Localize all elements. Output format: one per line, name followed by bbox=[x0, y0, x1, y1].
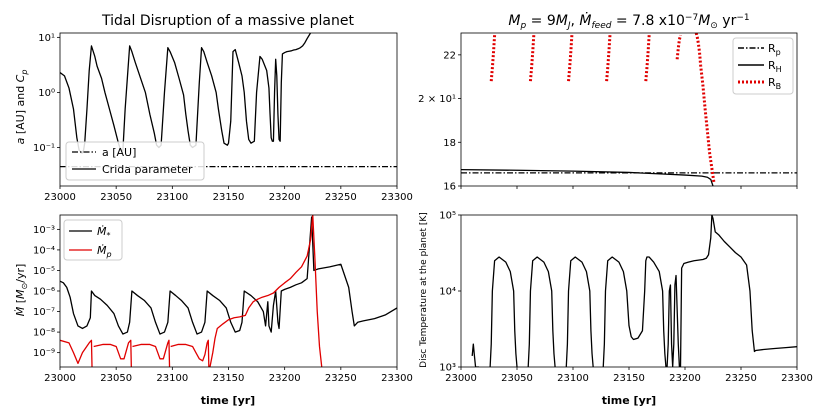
panel1-title: Tidal Disruption of a massive planet bbox=[101, 13, 354, 29]
y-tick-label: 10⁻⁵ bbox=[33, 266, 55, 277]
panel2-frame bbox=[460, 32, 798, 187]
panel-orbit-crida: Tidal Disruption of a massive planet a [… bbox=[14, 13, 413, 203]
panel-disc-temperature: Disc Temperature at the planet [K] time … bbox=[419, 211, 813, 408]
y-tick-label: 22 bbox=[443, 50, 456, 61]
panel3-xlabel: time [yr] bbox=[201, 394, 255, 407]
panel3-plot-area bbox=[60, 215, 397, 367]
panel3-frame bbox=[59, 214, 398, 368]
legend-label-mp: Ṁp bbox=[97, 244, 112, 259]
y-tick-label: 10⁻⁶ bbox=[33, 287, 55, 298]
y-tick-label: 10³ bbox=[439, 363, 456, 374]
x-tick-label: 23300 bbox=[781, 373, 813, 384]
legend-label-a: a [AU] bbox=[102, 146, 136, 159]
y-tick-label: 10⁻⁸ bbox=[33, 328, 55, 339]
panel4-ylabel: Disc Temperature at the planet [K] bbox=[419, 212, 429, 368]
panel3-x-ticks: 23000 23050 23100 23150 23200 23250 23300 bbox=[44, 367, 413, 384]
series-line-crida-parameter bbox=[60, 33, 312, 154]
x-tick-label: 23300 bbox=[381, 373, 413, 384]
x-tick-label: 23150 bbox=[213, 373, 245, 384]
x-tick-label: 23100 bbox=[156, 192, 188, 203]
panel4-plot-area bbox=[471, 215, 797, 367]
y-tick-label: 10⁻⁹ bbox=[33, 348, 55, 359]
x-tick-label: 23200 bbox=[669, 373, 701, 384]
y-tick-label: 10⁻¹ bbox=[33, 143, 55, 154]
panel3-y-ticks: 10⁻³ 10⁻⁴ 10⁻⁵ 10⁻⁶ 10⁻⁷ 10⁻⁸ 10⁻⁹ bbox=[33, 225, 60, 359]
x-tick-label: 23050 bbox=[501, 373, 533, 384]
panel4-frame bbox=[460, 214, 798, 368]
panel3-ylabel: Ṁ [M⊙/yr] bbox=[14, 264, 29, 317]
x-tick-label: 23100 bbox=[156, 373, 188, 384]
panel1-frame bbox=[59, 32, 398, 187]
panel-radii: Mp = 9MJ, Ṁfeed = 7.8 x10−7M⊙ yr−1 22 2 ×… bbox=[418, 11, 798, 193]
series-line--p bbox=[60, 215, 323, 367]
y-tick-label: 16 bbox=[443, 182, 456, 193]
legend-label-mstar: Ṁ* bbox=[97, 225, 111, 240]
y-tick-label: 10⁻⁷ bbox=[33, 307, 55, 318]
panel2-x-ticks bbox=[460, 186, 798, 189]
y-tick-label: 10⁻⁴ bbox=[33, 245, 55, 256]
x-tick-label: 23000 bbox=[44, 373, 76, 384]
panel2-y-ticks: 22 2 × 10¹ 18 16 bbox=[418, 50, 461, 193]
panel-accretion-rates: Ṁ [M⊙/yr] time [yr] 10⁻³ 10⁻⁴ 10⁻⁵ 10⁻⁶ 10⁻⁷… bbox=[14, 214, 413, 407]
panel1-plot-area bbox=[60, 33, 397, 168]
panel4-x-ticks: 23000 23050 23100 23150 23200 23250 23300 bbox=[445, 367, 813, 384]
series-line-disc-temperature bbox=[471, 215, 797, 367]
panel1-y-ticks: 10¹ 10⁰ 10⁻¹ bbox=[33, 33, 60, 154]
y-tick-label: 2 × 10¹ bbox=[418, 94, 456, 105]
y-tick-label: 10⁰ bbox=[38, 88, 55, 99]
y-tick-label: 10⁻³ bbox=[33, 225, 55, 236]
x-tick-label: 23150 bbox=[213, 192, 245, 203]
x-tick-label: 23000 bbox=[445, 373, 477, 384]
panel2-plot-area bbox=[461, 33, 797, 186]
x-tick-label: 23200 bbox=[269, 373, 301, 384]
x-tick-label: 23100 bbox=[557, 373, 589, 384]
series-line-- bbox=[60, 216, 397, 335]
panel1-legend: a [AU] Crida parameter bbox=[65, 141, 205, 181]
y-tick-label: 10⁵ bbox=[439, 211, 456, 222]
panel4-xlabel: time [yr] bbox=[602, 394, 656, 407]
x-tick-label: 23000 bbox=[44, 192, 76, 203]
x-tick-label: 23050 bbox=[100, 373, 132, 384]
x-tick-label: 23250 bbox=[325, 373, 357, 384]
panel3-legend: Ṁ* Ṁp bbox=[63, 219, 123, 261]
legend-label-crida: Crida parameter bbox=[102, 163, 193, 176]
x-tick-label: 23300 bbox=[381, 192, 413, 203]
x-tick-label: 23150 bbox=[613, 373, 645, 384]
panel4-y-ticks: 10⁵ 10⁴ 10³ bbox=[439, 211, 461, 374]
y-tick-label: 18 bbox=[443, 138, 456, 149]
panel2-title: Mp = 9MJ, Ṁfeed = 7.8 x10−7M⊙ yr−1 bbox=[508, 11, 749, 31]
x-tick-label: 23250 bbox=[725, 373, 757, 384]
panel1-ylabel: a [AU] and Cp bbox=[14, 70, 29, 145]
series-line-r-h bbox=[461, 168, 714, 186]
x-tick-label: 23200 bbox=[269, 192, 301, 203]
series-line-r-b bbox=[489, 33, 716, 185]
x-tick-label: 23250 bbox=[325, 192, 357, 203]
panel2-legend: Rp RH RB bbox=[732, 37, 794, 95]
y-tick-label: 10¹ bbox=[38, 33, 55, 44]
y-tick-label: 10⁴ bbox=[439, 287, 456, 298]
panel1-x-ticks: 23000 23050 23100 23150 23200 23250 23300 bbox=[44, 186, 413, 203]
x-tick-label: 23050 bbox=[100, 192, 132, 203]
